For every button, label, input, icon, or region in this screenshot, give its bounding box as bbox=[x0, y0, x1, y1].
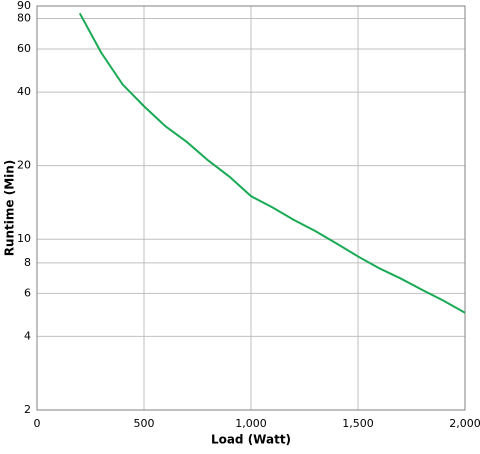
plot-frame bbox=[36, 5, 466, 411]
y-tick-label: 60 bbox=[17, 42, 31, 55]
x-tick-label: 0 bbox=[34, 417, 41, 430]
y-tick-label: 80 bbox=[17, 12, 31, 25]
y-tick-label: 40 bbox=[17, 85, 31, 98]
y-tick-label: 8 bbox=[24, 256, 31, 269]
data-line bbox=[78, 12, 466, 314]
y-tick-label: 6 bbox=[24, 286, 31, 299]
y-tick-label: 4 bbox=[24, 329, 31, 342]
x-axis-title: Load (Watt) bbox=[211, 433, 291, 447]
x-tick-label: 500 bbox=[134, 417, 155, 430]
x-tick-label: 1,500 bbox=[342, 417, 374, 430]
x-tick-label: 1,000 bbox=[235, 417, 267, 430]
y-axis-title: Runtime (Min) bbox=[3, 160, 17, 257]
x-tick-label: 2,000 bbox=[449, 417, 480, 430]
y-tick-label: 10 bbox=[17, 232, 31, 245]
y-tick-label: 2 bbox=[24, 403, 31, 416]
y-tick-label: 90 bbox=[17, 0, 31, 12]
y-tick-label: 20 bbox=[17, 159, 31, 172]
